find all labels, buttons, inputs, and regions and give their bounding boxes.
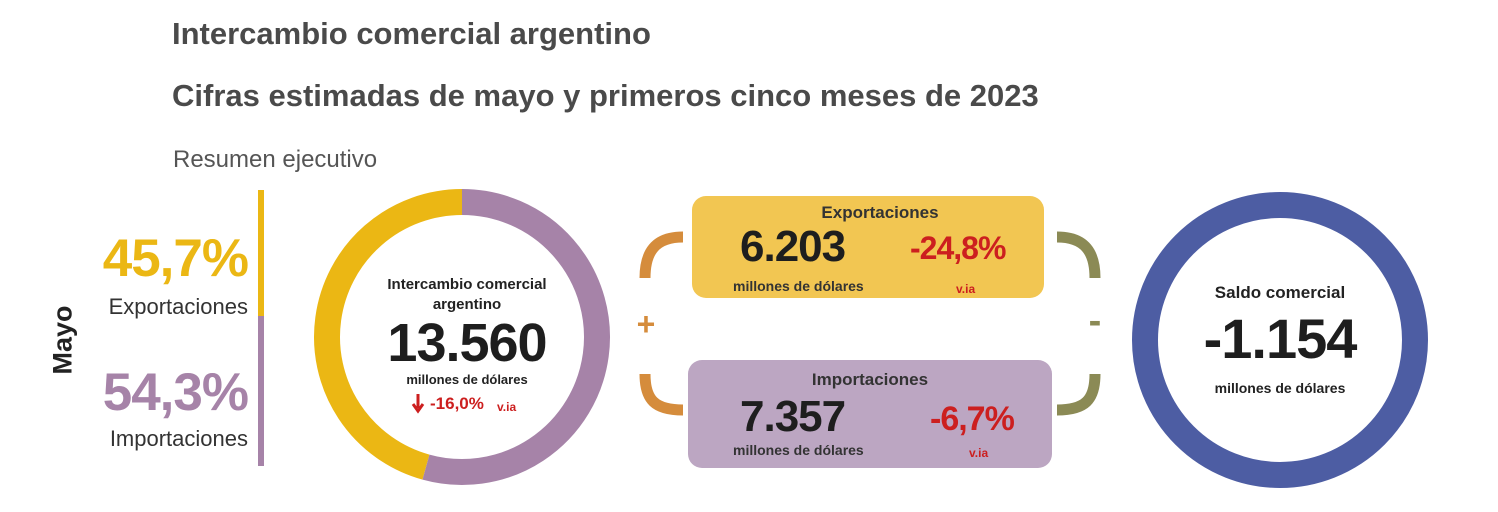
- imports-box: [688, 360, 1052, 468]
- total-unit: millones de dólares: [406, 372, 528, 387]
- exports-box-title: Exportaciones: [821, 203, 939, 222]
- exports-box: [692, 196, 1044, 298]
- exports-share-label: Exportaciones: [108, 294, 248, 319]
- plus-bracket-top: [639, 231, 684, 279]
- exports-unit: millones de dólares: [733, 278, 864, 294]
- exports-change-suffix: v.ia: [956, 282, 976, 296]
- imports-change-suffix: v.ia: [969, 446, 989, 460]
- imports-box-title: Importaciones: [811, 370, 929, 389]
- total-change-suffix: v.ia: [497, 400, 517, 414]
- exports-change: -24,8%: [910, 230, 1006, 266]
- imports-value: 7.357: [740, 392, 846, 441]
- balance-title: Saldo comercial: [1214, 283, 1346, 302]
- imports-unit: millones de dólares: [733, 442, 864, 458]
- total-value: 13.560: [387, 313, 547, 373]
- donut-slice-exports: [314, 189, 463, 480]
- imports-share-label: Importaciones: [109, 426, 248, 451]
- exports-share-bar: [258, 190, 264, 316]
- balance-unit: millones de dólares: [1214, 380, 1346, 396]
- minus-operator: -: [1088, 300, 1102, 342]
- section-label: Resumen ejecutivo: [173, 146, 378, 173]
- plus-bracket-bottom: [639, 373, 684, 416]
- balance-ring: [1132, 192, 1428, 488]
- exports-share-value: 45,7%: [102, 229, 249, 288]
- page-subtitle: Cifras estimadas de mayo y primeros cinc…: [172, 78, 1039, 113]
- imports-share-value: 54,3%: [102, 363, 249, 422]
- plus-operator: +: [636, 306, 656, 342]
- page-title: Intercambio comercial argentino: [172, 16, 651, 51]
- total-change: -16,0%: [430, 394, 484, 413]
- total-title-line1: Intercambio comercial: [387, 276, 547, 293]
- exports-value: 6.203: [740, 222, 846, 271]
- imports-change: -6,7%: [930, 400, 1015, 438]
- donut-slice-imports: [422, 189, 610, 485]
- total-down-arrow-icon: [411, 394, 425, 414]
- imports-share-bar: [258, 316, 264, 466]
- total-title-line2: argentino: [432, 296, 502, 313]
- minus-bracket-bottom: [1056, 373, 1101, 416]
- balance-value: -1.154: [1203, 307, 1358, 370]
- share-donut: [314, 189, 610, 485]
- minus-bracket-top: [1056, 231, 1101, 279]
